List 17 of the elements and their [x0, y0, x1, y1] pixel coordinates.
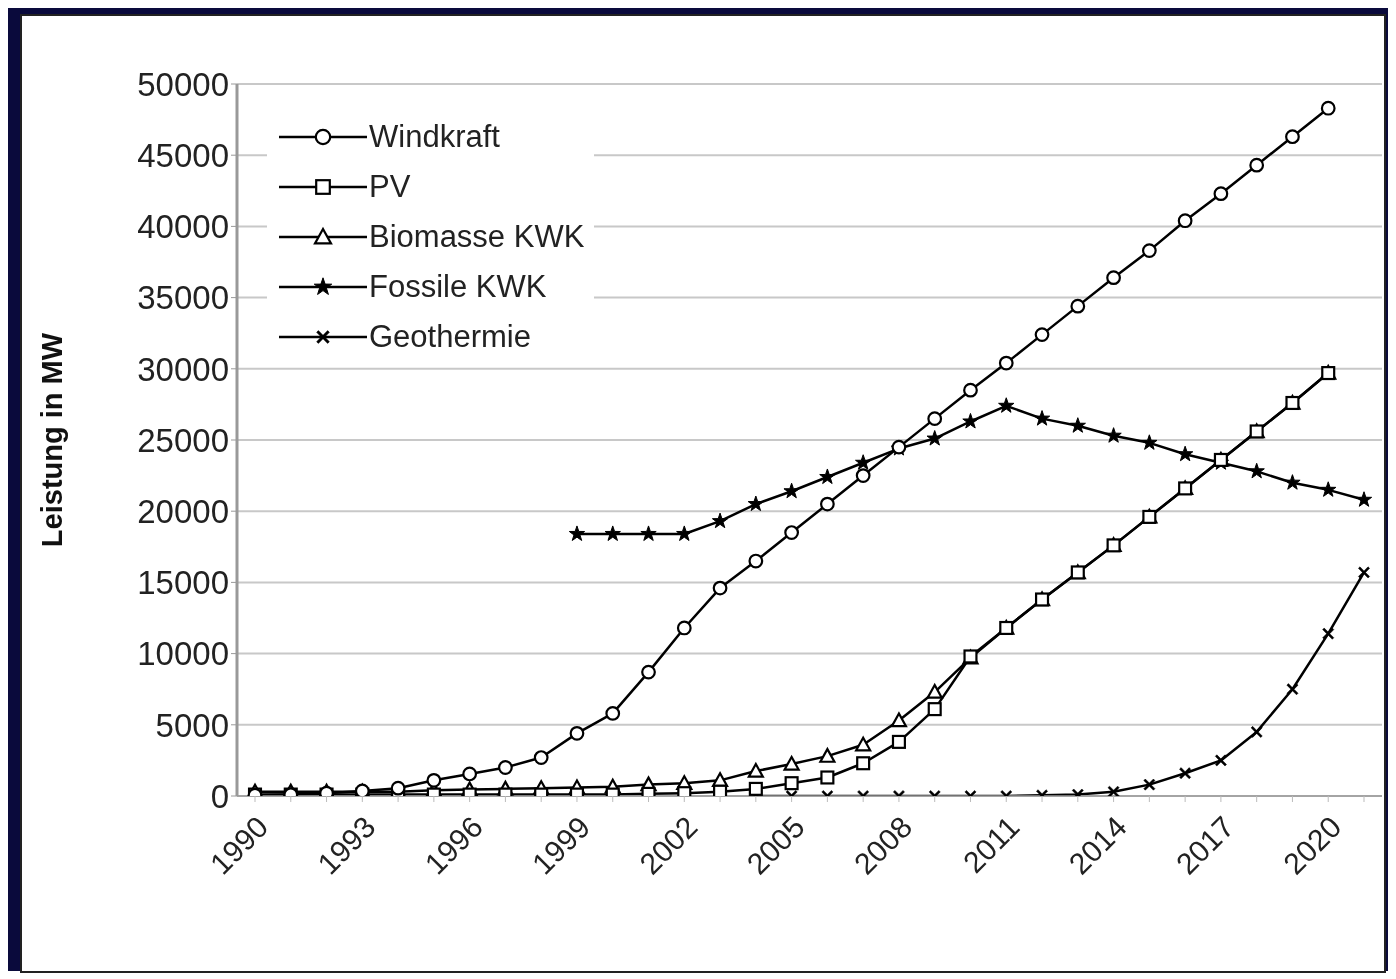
- y-tick-label: 25000: [137, 421, 229, 459]
- y-tick-label: 45000: [137, 136, 229, 174]
- y-tick-label: 35000: [137, 279, 229, 317]
- legend-label: Biomasse KWK: [369, 218, 585, 256]
- y-tick-label: 50000: [137, 65, 229, 103]
- y-tick-label: 0: [210, 777, 229, 815]
- y-tick-label: 40000: [137, 208, 229, 246]
- y-tick-label: 10000: [137, 635, 229, 673]
- legend-label: PV: [369, 168, 411, 206]
- y-tick-label: 5000: [155, 706, 229, 744]
- y-tick-label: 15000: [137, 564, 229, 602]
- legend-label: Fossile KWK: [369, 268, 547, 306]
- y-tick-label: 30000: [137, 350, 229, 388]
- legend-label: Windkraft: [369, 118, 500, 156]
- y-tick-label: 20000: [137, 492, 229, 530]
- y-axis-title: Leistung in MW: [36, 332, 69, 548]
- legend-label: Geothermie: [369, 318, 531, 356]
